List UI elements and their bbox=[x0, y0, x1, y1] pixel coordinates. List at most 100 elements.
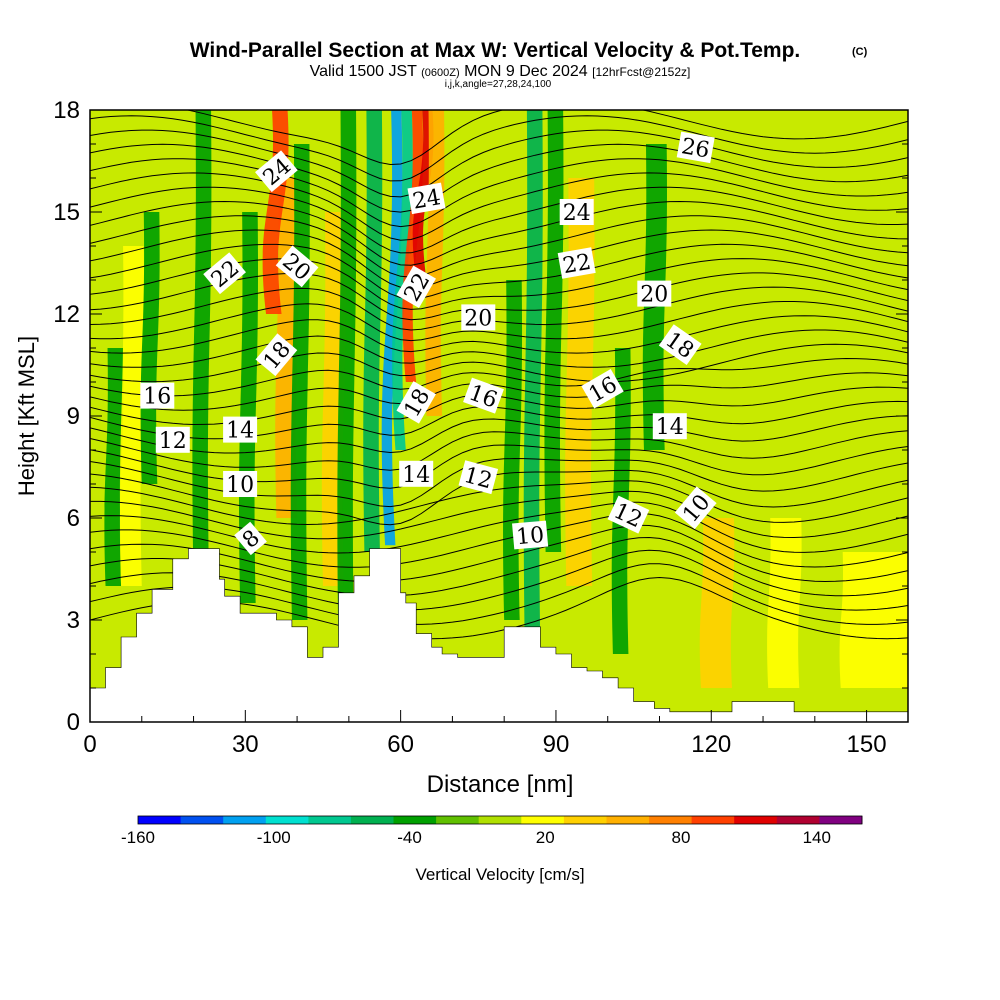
x-tick-label: 60 bbox=[387, 731, 414, 758]
contour-label: 20 bbox=[637, 280, 672, 308]
theta-contour-line bbox=[90, 536, 908, 597]
colorbar-swatch bbox=[776, 816, 820, 824]
y-tick-label: 12 bbox=[53, 301, 80, 328]
velocity-column bbox=[839, 552, 908, 688]
colorbar-label: Vertical Velocity [cm/s] bbox=[415, 865, 584, 884]
contour-label-text: 22 bbox=[561, 250, 593, 279]
contour-label-text: 12 bbox=[159, 429, 187, 454]
colorbar-swatch bbox=[521, 816, 565, 824]
contour-label-box bbox=[512, 520, 549, 550]
colorbar-frame bbox=[137, 815, 863, 825]
colorbar-swatch bbox=[180, 816, 224, 824]
velocity-column bbox=[402, 110, 424, 382]
y-tick-label: 3 bbox=[67, 607, 80, 634]
theta-contour-line bbox=[90, 186, 908, 254]
colorbar-swatch bbox=[478, 816, 522, 824]
theta-contour-line bbox=[90, 329, 908, 368]
contour-label-box bbox=[223, 471, 258, 497]
contour-label-text: 10 bbox=[515, 523, 545, 550]
y-axis-label: Height [Kft MSL] bbox=[14, 336, 39, 496]
velocity-column bbox=[192, 110, 212, 586]
contour-label-box bbox=[557, 247, 596, 279]
theta-contour-line bbox=[90, 215, 908, 278]
contour-label: 10 bbox=[512, 520, 549, 550]
theta-contour-line bbox=[90, 229, 908, 289]
contour-label-box bbox=[463, 377, 504, 414]
contour-label-text: 24 bbox=[411, 185, 443, 214]
theta-contour-line bbox=[90, 243, 908, 300]
velocity-column bbox=[239, 212, 258, 603]
colorbar-swatch bbox=[691, 816, 735, 824]
contour-label: 12 bbox=[155, 426, 190, 454]
x-tick-label: 90 bbox=[543, 731, 570, 758]
contour-label: 14 bbox=[399, 460, 434, 488]
colorbar-swatch bbox=[563, 816, 607, 824]
x-tick-label: 120 bbox=[691, 731, 731, 758]
theta-contour-line bbox=[90, 524, 908, 583]
colorbar-tick-label: 80 bbox=[672, 828, 691, 847]
contour-label-box bbox=[140, 382, 175, 409]
theta-contour-line bbox=[90, 490, 908, 540]
contour-label-box bbox=[652, 413, 687, 440]
velocity-column bbox=[119, 246, 145, 586]
velocity-column bbox=[363, 110, 383, 552]
contour-label-box bbox=[676, 131, 715, 164]
contour-label: 14 bbox=[652, 413, 687, 440]
theta-contour-line bbox=[90, 172, 908, 241]
contour-label-box bbox=[407, 182, 446, 215]
contour-label-text: 14 bbox=[402, 463, 430, 488]
contour-label-box bbox=[559, 199, 594, 225]
theta-contour-line bbox=[90, 286, 908, 331]
chart-subtitle: Valid 1500 JST (0600Z) MON 9 Dec 2024 [1… bbox=[310, 63, 691, 80]
terrain bbox=[90, 548, 908, 722]
contour-label-box bbox=[607, 495, 650, 534]
velocity-column bbox=[381, 110, 403, 546]
y-tick-label: 18 bbox=[53, 97, 80, 124]
contour-label: 26 bbox=[676, 131, 715, 164]
y-tick-label: 9 bbox=[67, 403, 80, 430]
colorbar-tick-label: -160 bbox=[121, 828, 155, 847]
contour-label-box bbox=[581, 369, 624, 409]
theta-contour-line bbox=[90, 143, 908, 213]
contour-label-box bbox=[396, 265, 436, 309]
colorbar-swatch bbox=[734, 816, 778, 824]
velocity-column bbox=[140, 212, 160, 484]
theta-contour-line bbox=[90, 563, 908, 625]
contour-label-text: 26 bbox=[679, 134, 711, 163]
velocity-field bbox=[104, 110, 908, 688]
contour-label-box bbox=[458, 460, 499, 495]
colorbar-swatch bbox=[308, 816, 352, 824]
subtitle-utc: (0600Z) bbox=[421, 67, 460, 79]
contour-label-text: 14 bbox=[226, 419, 254, 444]
contour-label-box bbox=[223, 416, 258, 443]
theta-contour-line bbox=[90, 158, 908, 228]
theta-contour-line bbox=[90, 501, 908, 554]
theta-contour-line bbox=[90, 129, 908, 198]
theta-contours bbox=[90, 110, 908, 640]
contour-label-box bbox=[399, 460, 434, 487]
theta-contour-line bbox=[90, 343, 908, 383]
contour-label-text: 20 bbox=[640, 283, 668, 308]
theta-contour-line bbox=[90, 469, 908, 526]
y-tick-label: 0 bbox=[67, 709, 80, 736]
contour-label-box bbox=[275, 245, 319, 288]
contour-label-text: 20 bbox=[464, 306, 492, 331]
contour-label: 10 bbox=[223, 471, 258, 498]
y-tick-label: 6 bbox=[67, 505, 80, 532]
x-axis-label: Distance [nm] bbox=[427, 771, 574, 798]
contour-label-text: 14 bbox=[656, 415, 684, 440]
theta-contour-line bbox=[90, 301, 908, 342]
velocity-column bbox=[767, 518, 802, 688]
x-axis: 0 30 60 90 120 150 bbox=[83, 710, 887, 758]
colorbar-ticks: -160 -100 -40 20 80 140 bbox=[121, 828, 831, 847]
chart-title: Wind-Parallel Section at Max W: Vertical… bbox=[190, 39, 801, 62]
theta-contour-line bbox=[90, 549, 908, 611]
theta-contour-line bbox=[90, 480, 908, 526]
colorbar bbox=[137, 815, 863, 825]
contour-label-box bbox=[637, 280, 672, 307]
colorbar-tick-label: 20 bbox=[536, 828, 555, 847]
contour-label: 24 bbox=[407, 182, 446, 215]
